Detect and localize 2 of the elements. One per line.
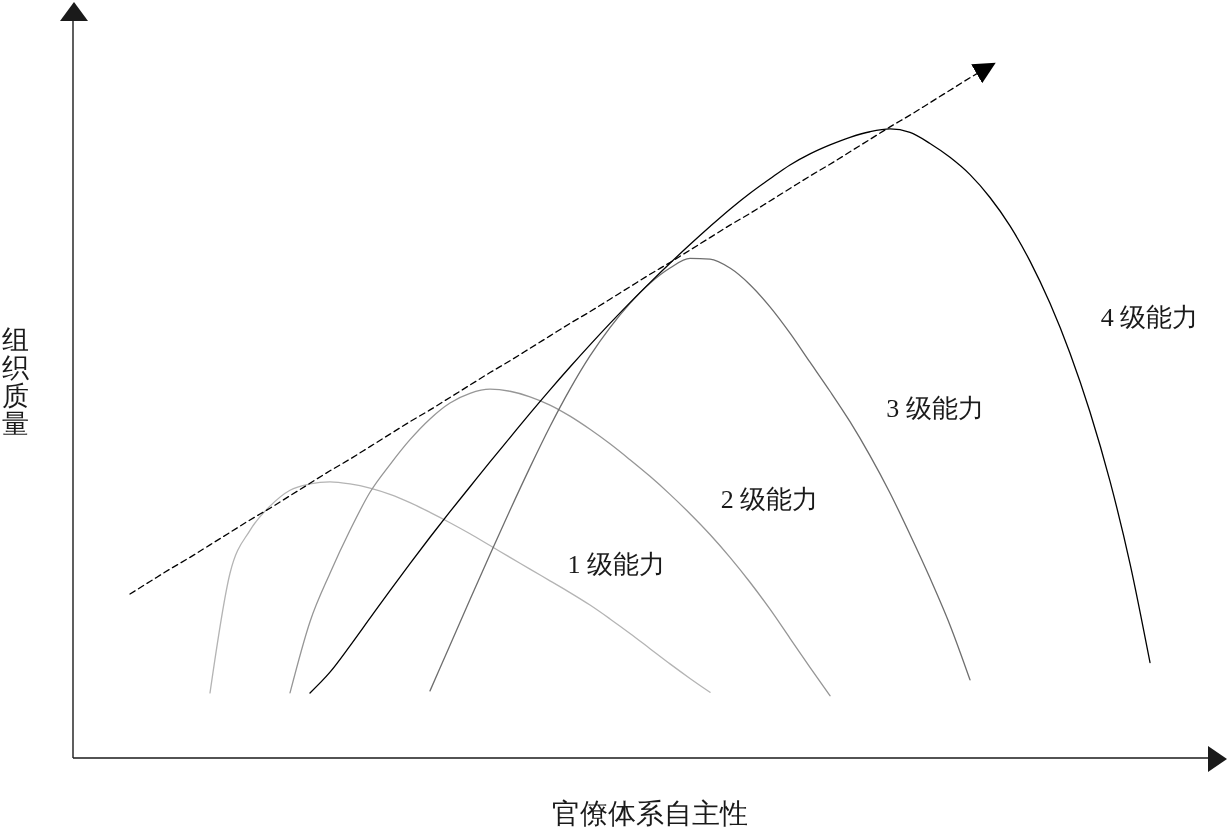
x-axis-title: 官僚体系自主性 xyxy=(552,797,748,828)
y-axis-title: 组织质量 xyxy=(1,324,29,439)
